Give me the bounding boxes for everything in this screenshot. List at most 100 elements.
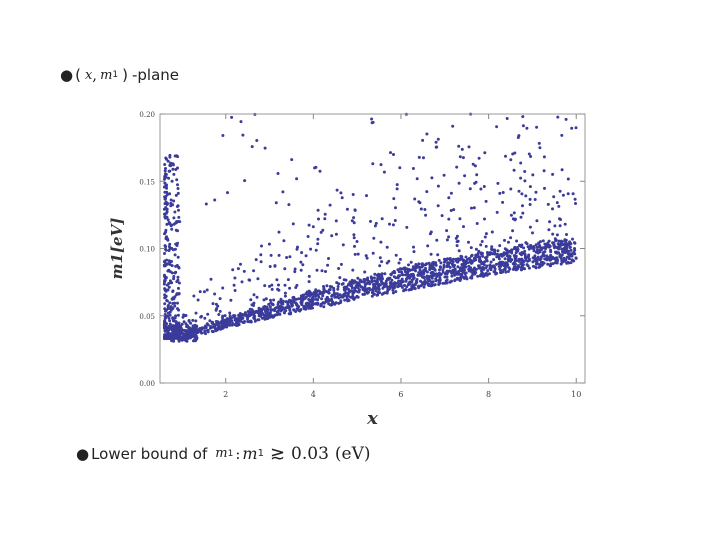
data-point — [450, 271, 454, 275]
data-point — [462, 225, 465, 229]
data-point — [225, 324, 229, 328]
data-point — [211, 330, 215, 334]
data-point — [380, 272, 384, 276]
data-point — [455, 240, 459, 244]
data-point — [286, 304, 290, 308]
data-point — [250, 303, 254, 307]
data-point — [509, 236, 513, 240]
data-point — [483, 217, 486, 221]
data-point — [445, 270, 449, 274]
data-point — [562, 249, 566, 253]
data-point — [453, 278, 457, 282]
data-point — [170, 271, 174, 275]
data-point — [357, 290, 361, 294]
data-point — [547, 239, 551, 243]
data-point — [352, 221, 356, 225]
data-point — [361, 292, 365, 296]
data-point — [281, 190, 285, 194]
data-point — [347, 287, 350, 291]
scatter-chart: 2 4 6 8 10 0.00 0.05 0.10 0.15 0.20 x m1[eV] — [100, 100, 600, 430]
data-point — [455, 165, 459, 169]
data-point — [218, 297, 222, 301]
data-point — [477, 156, 481, 160]
data-point — [257, 306, 261, 310]
data-point — [221, 316, 224, 320]
data-point — [169, 201, 173, 205]
data-point — [315, 268, 319, 272]
data-point — [378, 283, 382, 287]
data-point — [382, 170, 386, 174]
data-point — [165, 299, 169, 303]
data-point — [475, 255, 479, 259]
data-point — [163, 202, 167, 206]
data-point — [368, 288, 372, 292]
data-point — [398, 166, 402, 170]
data-point — [476, 274, 480, 278]
data-point — [480, 240, 484, 243]
data-point — [299, 268, 303, 272]
data-point — [534, 243, 538, 247]
data-point — [276, 172, 280, 175]
data-point — [396, 276, 400, 280]
data-point — [164, 206, 168, 209]
data-point — [223, 314, 227, 318]
data-point — [495, 210, 499, 214]
data-point — [282, 311, 286, 314]
data-point — [330, 303, 334, 307]
data-point — [441, 281, 445, 285]
data-point — [516, 267, 520, 271]
data-point — [418, 271, 422, 275]
data-point — [345, 207, 349, 211]
data-point — [513, 257, 517, 261]
data-point — [470, 206, 473, 210]
data-point — [350, 278, 354, 282]
data-point — [379, 240, 383, 244]
data-point — [525, 242, 529, 246]
data-point — [402, 289, 406, 293]
data-point — [434, 140, 438, 144]
data-point — [250, 308, 254, 312]
data-point — [253, 319, 257, 323]
data-point — [541, 254, 545, 258]
data-point — [538, 244, 542, 248]
data-point — [339, 299, 343, 303]
data-point — [515, 248, 518, 252]
data-point — [305, 301, 309, 305]
data-point — [478, 260, 482, 264]
open-paren: ( — [75, 66, 81, 84]
data-point — [211, 302, 215, 306]
data-point — [503, 238, 506, 242]
data-point — [346, 291, 350, 295]
data-point — [187, 319, 191, 322]
data-point — [333, 295, 337, 299]
data-point — [528, 225, 532, 229]
data-point — [509, 158, 513, 162]
data-point — [325, 284, 329, 288]
data-point — [498, 254, 502, 257]
data-point — [499, 264, 503, 268]
data-point — [495, 252, 499, 256]
data-point — [241, 133, 245, 137]
data-point — [429, 230, 433, 234]
data-point — [228, 311, 232, 315]
data-point — [216, 304, 220, 308]
data-point — [479, 251, 483, 255]
data-point — [532, 247, 536, 251]
data-point — [437, 278, 441, 282]
data-point — [165, 334, 169, 338]
data-point — [173, 332, 177, 336]
data-point — [390, 278, 394, 282]
data-point — [350, 219, 354, 223]
data-point — [246, 310, 250, 313]
data-point — [388, 284, 392, 288]
data-point — [168, 169, 172, 173]
data-point — [484, 232, 488, 236]
data-point — [238, 312, 242, 315]
data-point — [494, 262, 498, 266]
data-point — [539, 240, 542, 244]
data-point — [166, 218, 170, 222]
data-point — [408, 268, 412, 272]
data-point — [184, 322, 188, 326]
data-point — [322, 286, 326, 290]
data-point — [168, 322, 172, 326]
